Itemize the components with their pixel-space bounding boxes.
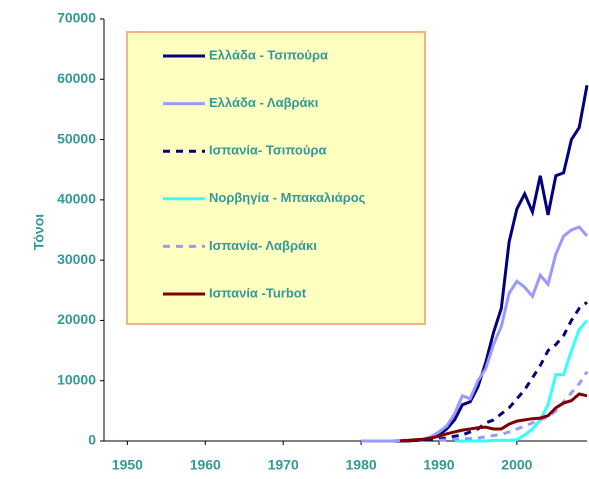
legend-label: Ελλάδα - Τσιπούρα xyxy=(209,47,328,62)
x-tick-label: 1950 xyxy=(112,457,143,473)
x-tick-label: 1970 xyxy=(268,457,299,473)
legend-label: Ελλάδα - Λαβράκι xyxy=(209,95,319,110)
series-line xyxy=(399,301,588,443)
legend-box xyxy=(126,31,426,325)
legend-label: Ισπανία -Turbot xyxy=(209,285,307,300)
y-tick-label: 30000 xyxy=(57,251,96,267)
y-tick-label: 0 xyxy=(88,432,96,448)
x-tick-label: 1990 xyxy=(423,457,454,473)
y-tick-label: 60000 xyxy=(57,70,96,86)
x-tick-label: 1980 xyxy=(346,457,377,473)
series-line xyxy=(399,392,588,443)
legend-label: Ισπανία- Λαβράκι xyxy=(209,238,317,253)
y-tick-label: 10000 xyxy=(57,371,96,387)
y-axis-label: Τόνοι xyxy=(31,214,47,250)
x-tick-label: 2000 xyxy=(501,457,532,473)
series-line xyxy=(454,319,589,443)
series-line xyxy=(361,225,589,443)
y-tick-label: 70000 xyxy=(57,10,96,26)
legend-label: Ισπανία- Τσιπούρα xyxy=(209,143,326,158)
x-tick-label: 1960 xyxy=(190,457,221,473)
y-tick-label: 50000 xyxy=(57,130,96,146)
y-tick-label: 20000 xyxy=(57,311,96,327)
legend-label: Νορβηγία - Μπακαλιάρος xyxy=(209,190,366,205)
y-tick-label: 40000 xyxy=(57,191,96,207)
